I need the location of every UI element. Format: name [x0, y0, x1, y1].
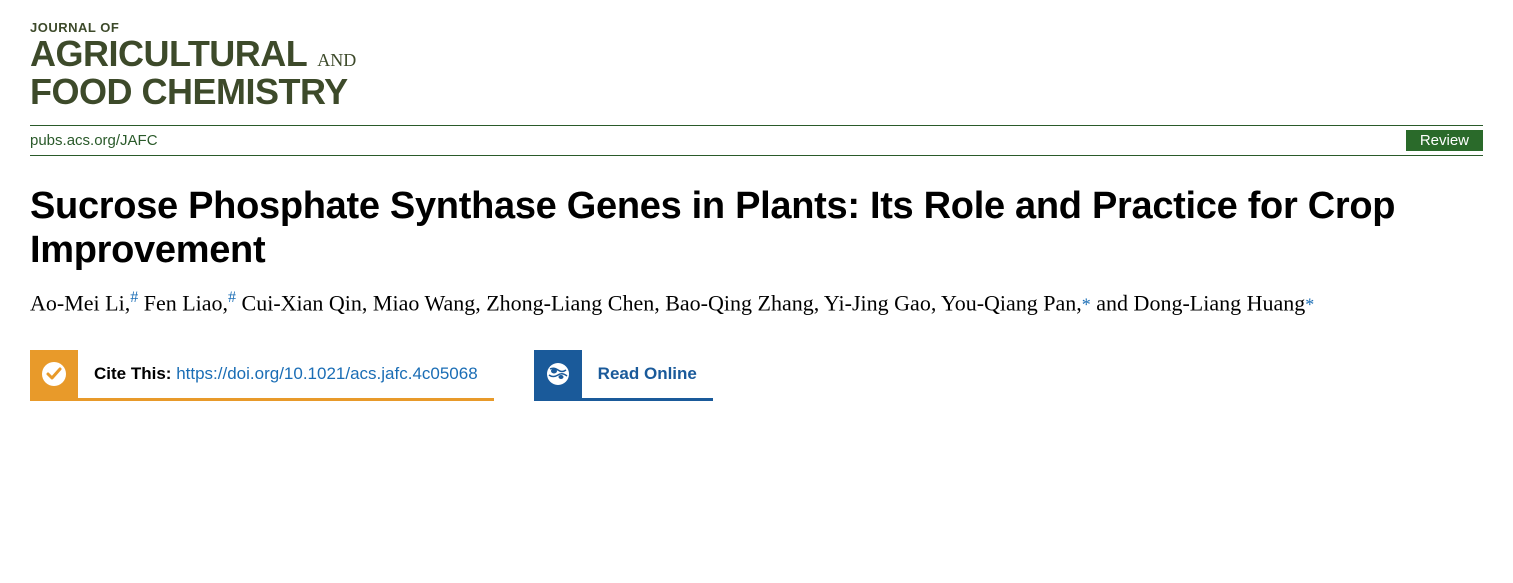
check-icon — [30, 350, 78, 398]
read-label[interactable]: Read Online — [598, 364, 697, 383]
read-text: Read Online — [582, 364, 713, 384]
hash-mark: # — [130, 289, 138, 306]
cite-text: Cite This: https://doi.org/10.1021/acs.j… — [78, 364, 494, 384]
journal-header: JOURNAL OF AGRICULTURAL AND FOOD CHEMIST… — [30, 20, 1483, 111]
review-badge: Review — [1406, 130, 1483, 151]
author-group-3[interactable]: Cui-Xian Qin, Miao Wang, Zhong-Liang Che… — [242, 291, 937, 316]
cite-label: Cite This: — [94, 364, 171, 383]
journal-line1: AGRICULTURAL — [30, 35, 307, 73]
author-list: Ao-Mei Li,# Fen Liao,# Cui-Xian Qin, Mia… — [30, 287, 1483, 318]
journal-and: AND — [317, 50, 356, 71]
author-4[interactable]: You-Qiang Pan, — [941, 291, 1082, 316]
doi-link[interactable]: https://doi.org/10.1021/acs.jafc.4c05068 — [176, 364, 477, 383]
author-1[interactable]: Ao-Mei Li, — [30, 291, 130, 316]
author-5[interactable]: and Dong-Liang Huang — [1096, 291, 1305, 316]
hash-mark: # — [228, 289, 236, 306]
author-2[interactable]: Fen Liao, — [144, 291, 228, 316]
star-mark: * — [1082, 295, 1091, 315]
pubs-link[interactable]: pubs.acs.org/JAFC — [30, 132, 158, 149]
cite-this-box[interactable]: Cite This: https://doi.org/10.1021/acs.j… — [30, 350, 494, 401]
read-online-box[interactable]: Read Online — [534, 350, 713, 401]
divider-row: pubs.acs.org/JAFC Review — [30, 125, 1483, 156]
action-row: Cite This: https://doi.org/10.1021/acs.j… — [30, 350, 1483, 401]
journal-title-row: AGRICULTURAL AND — [30, 35, 1483, 73]
journal-line2: FOOD CHEMISTRY — [30, 73, 1483, 111]
article-title: Sucrose Phosphate Synthase Genes in Plan… — [30, 184, 1483, 274]
star-mark: * — [1305, 295, 1314, 315]
globe-icon — [534, 350, 582, 398]
